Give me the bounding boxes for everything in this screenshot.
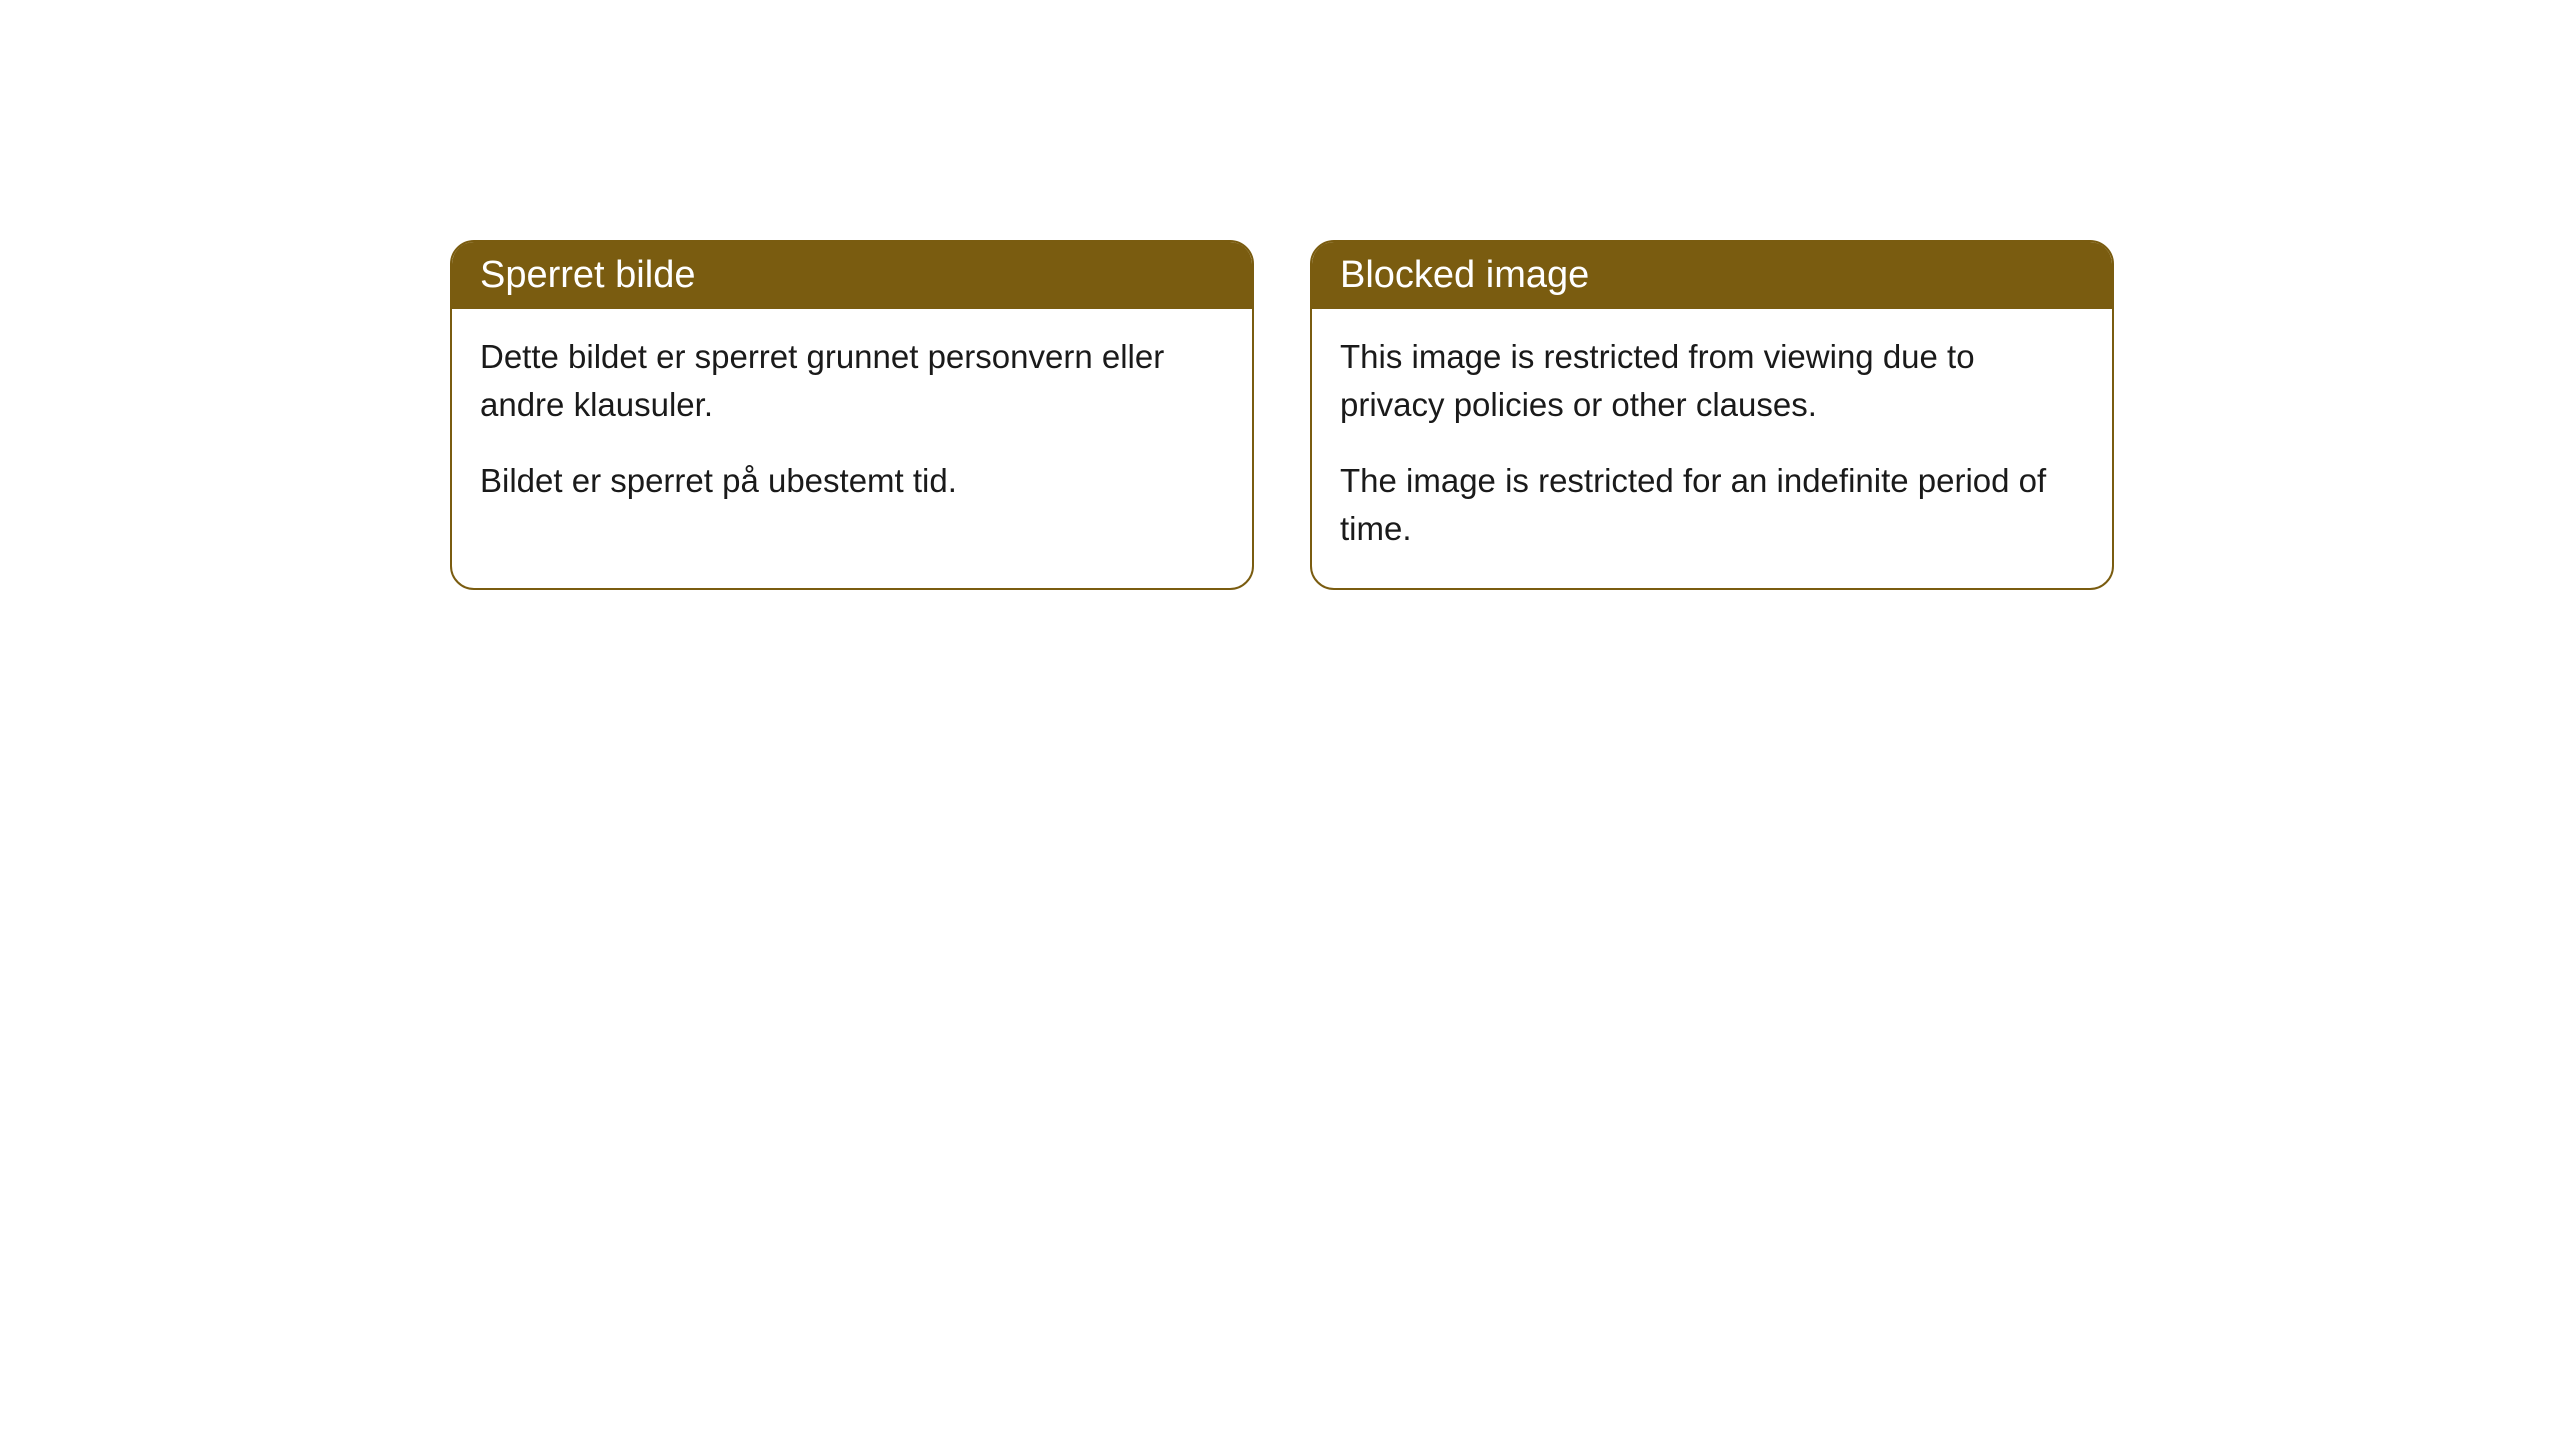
card-text-norwegian-p1: Dette bildet er sperret grunnet personve… [480, 333, 1224, 429]
card-text-norwegian-p2: Bildet er sperret på ubestemt tid. [480, 457, 1224, 505]
card-header-english: Blocked image [1312, 242, 2112, 309]
card-body-norwegian: Dette bildet er sperret grunnet personve… [452, 309, 1252, 541]
card-norwegian: Sperret bilde Dette bildet er sperret gr… [450, 240, 1254, 590]
card-text-english-p1: This image is restricted from viewing du… [1340, 333, 2084, 429]
card-body-english: This image is restricted from viewing du… [1312, 309, 2112, 588]
cards-container: Sperret bilde Dette bildet er sperret gr… [0, 0, 2560, 590]
card-header-norwegian: Sperret bilde [452, 242, 1252, 309]
card-english: Blocked image This image is restricted f… [1310, 240, 2114, 590]
card-title-english: Blocked image [1340, 254, 1589, 296]
card-title-norwegian: Sperret bilde [480, 254, 695, 296]
card-text-english-p2: The image is restricted for an indefinit… [1340, 457, 2084, 553]
